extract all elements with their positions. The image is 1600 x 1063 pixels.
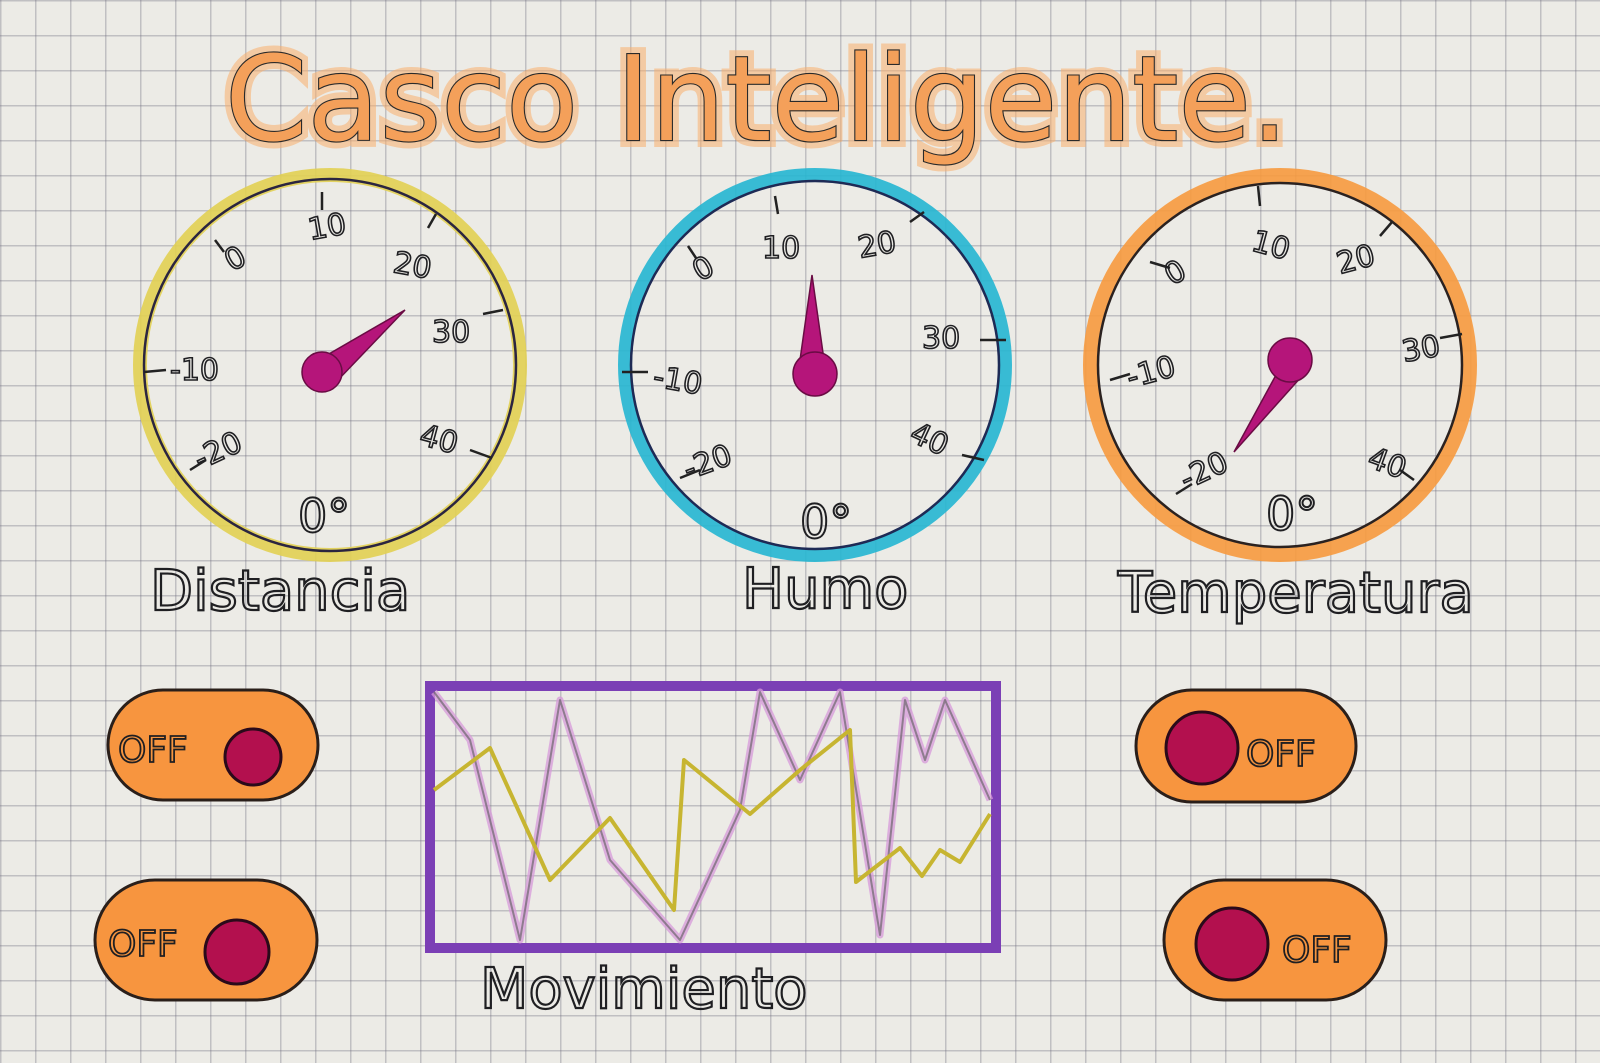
tick-mark — [214, 239, 225, 253]
toggle-label: OFF — [118, 730, 188, 771]
gauge-ring — [142, 177, 518, 553]
needle-hub — [1267, 337, 1313, 383]
needle-hub — [792, 351, 838, 397]
tick-label-30: 30 — [1399, 329, 1443, 370]
toggle-knob-icon[interactable] — [1164, 710, 1240, 786]
center-degree-mark: 0° — [1266, 487, 1318, 541]
tick-mark — [686, 245, 698, 259]
tick-mark — [679, 468, 701, 480]
tick-label-0: 0 — [687, 249, 721, 289]
gauge-distancia: 0 10 20 30 -10 40 -20 0° Distancia — [133, 168, 527, 625]
tick-mark — [909, 210, 925, 224]
page-title: Casco Inteligente. — [225, 30, 1288, 168]
tick-label-40: 40 — [905, 416, 954, 464]
tick-mark — [1439, 332, 1463, 340]
tick-mark — [469, 448, 493, 460]
tick-label-40: 40 — [1363, 441, 1411, 487]
tick-mark — [1175, 482, 1193, 496]
gauge-ring — [1096, 181, 1464, 549]
tick-mark — [1149, 260, 1171, 270]
chart-line-secondary-outline — [433, 691, 991, 941]
needle-hub — [301, 351, 343, 393]
toggle-label: OFF — [1282, 930, 1352, 971]
toggle-left-bottom[interactable]: OFF — [93, 878, 319, 1002]
toggle-right-bottom[interactable]: OFF — [1162, 878, 1388, 1002]
gauge-ring-highlight — [133, 168, 527, 562]
toggle-label: OFF — [1246, 734, 1316, 775]
page-title-glow: Casco Inteligente. — [225, 30, 1288, 168]
chart-line-primary — [432, 728, 992, 912]
tick-label-30: 30 — [922, 321, 960, 356]
gauge-ring-highlight — [618, 168, 1012, 562]
toggle-right-top[interactable]: OFF — [1134, 688, 1358, 804]
tick-mark — [426, 213, 438, 229]
tick-mark — [1256, 185, 1262, 207]
center-degree-mark: 0° — [298, 489, 350, 543]
gauge-label: Temperatura — [1117, 561, 1474, 626]
gauge-label: Humo — [742, 557, 908, 622]
tick-label-10: 10 — [1248, 224, 1294, 268]
gauge-ring — [629, 179, 1001, 551]
tick-mark — [1109, 372, 1131, 382]
tick-mark — [143, 368, 167, 374]
gauge-temperatura: 0 10 20 30 -10 40 -20 0° Temperatura — [1083, 168, 1477, 627]
chart-frame — [425, 681, 1001, 953]
chart-movimiento: Movimiento — [425, 681, 1001, 1023]
tick-label-neg10: -10 — [170, 353, 219, 388]
tick-label-20: 20 — [391, 245, 435, 286]
tick-label-neg20: -20 — [679, 438, 737, 488]
tick-mark — [773, 195, 780, 215]
tick-label-10: 10 — [762, 231, 800, 266]
tick-label-40: 40 — [416, 418, 462, 462]
gauge-label: Distancia — [150, 559, 410, 624]
tick-label-neg10: -10 — [1123, 349, 1179, 395]
tick-label-neg20: -20 — [189, 425, 248, 477]
gauge-humo: 0 10 20 30 -10 40 -20 0° Humo — [618, 168, 1012, 623]
chart-label: Movimiento — [480, 957, 808, 1022]
tick-label-20: 20 — [1333, 238, 1379, 282]
tick-mark — [961, 453, 985, 462]
tick-label-10: 10 — [305, 207, 349, 248]
toggle-label: OFF — [108, 924, 178, 965]
tick-label-20: 20 — [855, 225, 899, 266]
tick-mark — [189, 458, 207, 472]
center-degree-mark: 0° — [800, 495, 852, 549]
needle-icon — [799, 274, 825, 361]
tick-label-30: 30 — [432, 315, 470, 350]
toggle-knob-icon[interactable] — [223, 727, 283, 787]
tick-label-neg10: -10 — [651, 359, 705, 402]
tick-mark — [1379, 221, 1393, 237]
gauge-ring-highlight — [1083, 168, 1477, 562]
toggle-knob-icon[interactable] — [1194, 906, 1270, 982]
title-group: Casco Inteligente. Casco Inteligente. — [218, 23, 1295, 175]
tick-label-0: 0 — [1159, 253, 1193, 293]
toggle-left-top[interactable]: OFF — [106, 688, 320, 802]
tick-mark — [482, 308, 504, 316]
tick-label-0: 0 — [219, 239, 253, 279]
chart-line-secondary — [431, 688, 994, 944]
toggle-knob-icon[interactable] — [203, 918, 271, 986]
tick-mark — [1399, 468, 1415, 482]
